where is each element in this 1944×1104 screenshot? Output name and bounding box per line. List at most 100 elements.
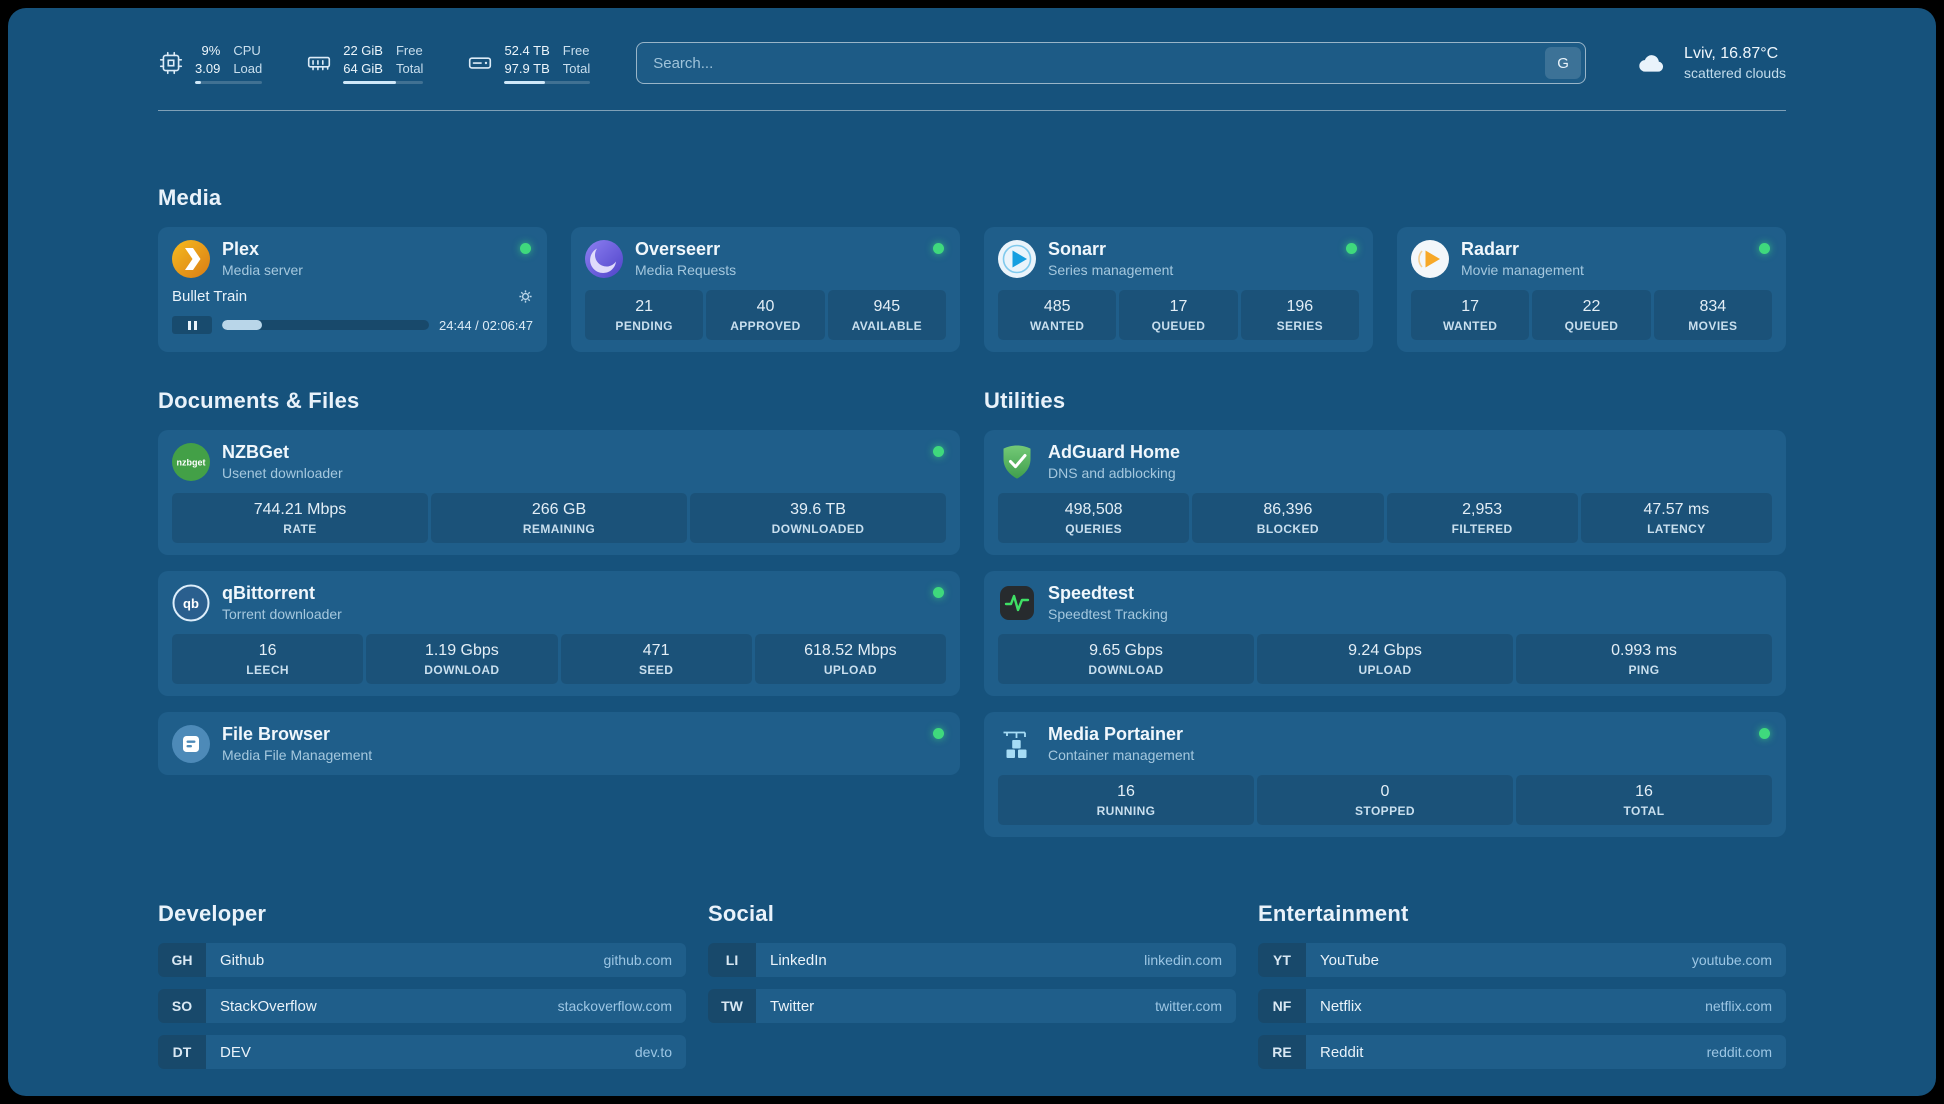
service-name: Radarr: [1461, 239, 1520, 259]
service-name: Overseerr: [635, 239, 721, 259]
stat-tile: 744.21 Mbps RATE: [172, 493, 428, 543]
bookmark-url: youtube.com: [1691, 952, 1772, 968]
section-heading-social: Social: [708, 901, 775, 926]
disk-values: 52.4 TB 97.9 TB: [504, 43, 550, 76]
stat-tile: 16 TOTAL: [1516, 775, 1772, 825]
section-utilities: Utilities AdGuard Home DNS and adblockin…: [984, 388, 1786, 837]
status-dot: [1759, 728, 1770, 739]
bookmark-name: Netflix: [1320, 997, 1362, 1015]
service-subtitle: Media File Management: [222, 747, 373, 763]
radarr-icon: [1411, 239, 1449, 278]
stat-tile: 39.6 TB DOWNLOADED: [690, 493, 946, 543]
search-provider-button[interactable]: G: [1545, 47, 1582, 79]
topbar-divider: [158, 110, 1786, 111]
cpu-widget: 9% 3.09 CPU Load: [158, 42, 263, 84]
topbar: 9% 3.09 CPU Load: [158, 42, 1786, 84]
service-card-plex[interactable]: Plex Media server Bullet Train: [158, 227, 547, 352]
bookmark-url: stackoverflow.com: [557, 998, 672, 1014]
service-card-overseerr[interactable]: Overseerr Media Requests 21 PENDING 40 APP…: [571, 227, 960, 352]
bookmark-youtube[interactable]: YT YouTube youtube.com: [1258, 943, 1786, 977]
weather-cloud-icon: [1632, 47, 1672, 79]
stat-tile: 0.993 ms PING: [1516, 634, 1772, 684]
service-card-portainer[interactable]: Media Portainer Container management 16 R…: [984, 712, 1786, 837]
bookmark-twitter[interactable]: TW Twitter twitter.com: [708, 989, 1236, 1023]
pause-button[interactable]: [172, 316, 212, 334]
service-name: qBittorrent: [222, 583, 315, 603]
section-heading-developer: Developer: [158, 901, 267, 926]
search: G: [636, 42, 1587, 84]
stat-tile: 16 RUNNING: [998, 775, 1254, 825]
status-dot: [1346, 243, 1357, 254]
service-card-adguard[interactable]: AdGuard Home DNS and adblocking 498,508 Q…: [984, 430, 1786, 555]
stat-tile: 196 SERIES: [1240, 290, 1359, 340]
stat-tile: 21 PENDING: [585, 290, 704, 340]
stat-tile: 9.65 Gbps DOWNLOAD: [998, 634, 1254, 684]
status-dot: [1759, 243, 1770, 254]
memory-widget: 22 GiB 64 GiB Free Total: [306, 42, 424, 84]
search-input[interactable]: [636, 42, 1587, 84]
bookmark-netflix[interactable]: NF Netflix netflix.com: [1258, 989, 1786, 1023]
service-name: Speedtest: [1048, 583, 1135, 603]
service-name: Plex: [222, 239, 260, 259]
service-subtitle: Torrent downloader: [222, 606, 342, 622]
plex-icon: [172, 239, 210, 278]
disk-labels: Free Total: [562, 43, 591, 76]
sonarr-icon: [998, 239, 1036, 278]
bookmark-group-developer: Developer GH Github github.com SO StackO…: [158, 901, 686, 1081]
bookmark-abbr: YT: [1258, 943, 1306, 977]
stat-tile: 86,396 BLOCKED: [1192, 493, 1384, 543]
bookmark-url: twitter.com: [1155, 998, 1222, 1014]
stat-tile: 17 QUEUED: [1119, 290, 1238, 340]
service-card-sonarr[interactable]: Sonarr Series management 485 WANTED 17 QUE…: [984, 227, 1373, 352]
bookmark-name: Github: [220, 951, 265, 969]
bookmark-dev[interactable]: DT DEV dev.to: [158, 1035, 686, 1069]
disk-widget: 52.4 TB 97.9 TB Free Total: [467, 42, 591, 84]
memory-usage-bar: [343, 80, 424, 84]
status-dot: [933, 243, 944, 254]
status-dot: [933, 446, 944, 457]
service-card-radarr[interactable]: Radarr Movie management 17 WANTED 22 QUEUE…: [1397, 227, 1786, 352]
service-subtitle: Usenet downloader: [222, 465, 343, 481]
now-playing-title: Bullet Train: [172, 288, 248, 305]
memory-labels: Free Total: [395, 43, 424, 76]
bookmark-abbr: TW: [708, 989, 756, 1023]
bookmark-name: Reddit: [1320, 1043, 1364, 1061]
service-card-filebrowser[interactable]: File Browser Media File Management: [158, 712, 960, 775]
bookmark-linkedin[interactable]: LI LinkedIn linkedin.com: [708, 943, 1236, 977]
playback-progress: [222, 320, 430, 330]
bookmark-url: linkedin.com: [1144, 952, 1222, 968]
bookmark-abbr: SO: [158, 989, 206, 1023]
nzbget-icon: nzbget: [172, 442, 210, 481]
service-card-qbittorrent[interactable]: qb qBittorrent Torrent downloader 16 LEEC…: [158, 571, 960, 696]
weather-widget: Lviv, 16.87°C scattered clouds: [1632, 45, 1786, 81]
section-documents: Documents & Files nzbget NZBGet Usenet d…: [158, 388, 960, 837]
service-subtitle: Media Requests: [635, 262, 737, 278]
service-card-nzbget[interactable]: nzbget NZBGet Usenet downloader 744.21 M…: [158, 430, 960, 555]
stat-tile: 498,508 QUERIES: [998, 493, 1190, 543]
memory-icon: [306, 50, 332, 76]
cpu-labels: CPU Load: [233, 43, 263, 76]
portainer-icon: [998, 725, 1036, 763]
memory-values: 22 GiB 64 GiB: [343, 43, 383, 76]
bookmark-abbr: LI: [708, 943, 756, 977]
disk-icon: [467, 50, 493, 76]
service-card-speedtest[interactable]: Speedtest Speedtest Tracking 9.65 Gbps DO…: [984, 571, 1786, 696]
service-subtitle: Movie management: [1461, 262, 1584, 278]
cpu-usage-bar: [195, 80, 263, 84]
overseerr-icon: [585, 239, 623, 278]
bookmark-github[interactable]: GH Github github.com: [158, 943, 686, 977]
bookmark-url: reddit.com: [1706, 1044, 1772, 1060]
bookmark-name: YouTube: [1320, 951, 1379, 969]
filebrowser-icon: [172, 724, 210, 763]
service-name: AdGuard Home: [1048, 442, 1181, 462]
bookmark-reddit[interactable]: RE Reddit reddit.com: [1258, 1035, 1786, 1069]
stat-tile: 945 AVAILABLE: [827, 290, 946, 340]
widget-settings-button[interactable]: [518, 289, 533, 304]
bookmark-abbr: DT: [158, 1035, 206, 1069]
playback-time: 24:44 / 02:06:47: [439, 317, 533, 333]
speedtest-icon: [998, 584, 1036, 622]
service-subtitle: Speedtest Tracking: [1048, 606, 1168, 622]
bookmark-stackoverflow[interactable]: SO StackOverflow stackoverflow.com: [158, 989, 686, 1023]
bookmark-url: netflix.com: [1705, 998, 1772, 1014]
bookmark-abbr: NF: [1258, 989, 1306, 1023]
